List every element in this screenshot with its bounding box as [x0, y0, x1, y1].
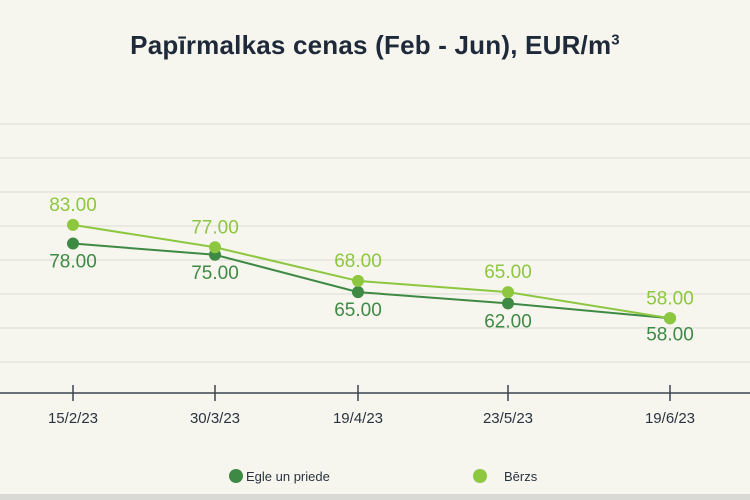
x-tick-label: 19/4/23	[333, 410, 383, 427]
data-label: 65.00	[484, 262, 532, 283]
data-point	[209, 241, 221, 254]
data-point	[67, 218, 79, 231]
title-superscript: 3	[611, 31, 620, 49]
data-point	[352, 274, 364, 287]
data-label: 83.00	[49, 195, 97, 216]
data-point	[502, 297, 514, 310]
data-point	[352, 286, 364, 299]
x-tick-label: 19/6/23	[645, 410, 695, 427]
legend-marker	[229, 469, 243, 483]
data-label: 58.00	[646, 288, 694, 309]
legend-label: Bērzs	[504, 469, 538, 484]
legend-label: Egle un priede	[246, 469, 330, 484]
chart-title: Papīrmalkas cenas (Feb - Jun), EUR/m3	[130, 30, 620, 60]
data-label: 62.00	[484, 311, 532, 332]
data-label: 78.00	[49, 252, 97, 273]
data-label: 75.00	[191, 263, 239, 284]
data-point	[67, 237, 79, 250]
data-point	[664, 312, 676, 325]
legend-marker	[473, 469, 487, 483]
data-label: 58.00	[646, 324, 694, 345]
data-point	[502, 286, 514, 299]
data-label: 65.00	[334, 300, 382, 321]
x-tick-label: 23/5/23	[483, 410, 533, 427]
x-tick-label: 15/2/23	[48, 410, 98, 427]
x-tick-label: 30/3/23	[190, 410, 240, 427]
bottom-divider	[0, 494, 750, 500]
data-label: 68.00	[334, 251, 382, 272]
data-label: 77.00	[191, 217, 239, 238]
